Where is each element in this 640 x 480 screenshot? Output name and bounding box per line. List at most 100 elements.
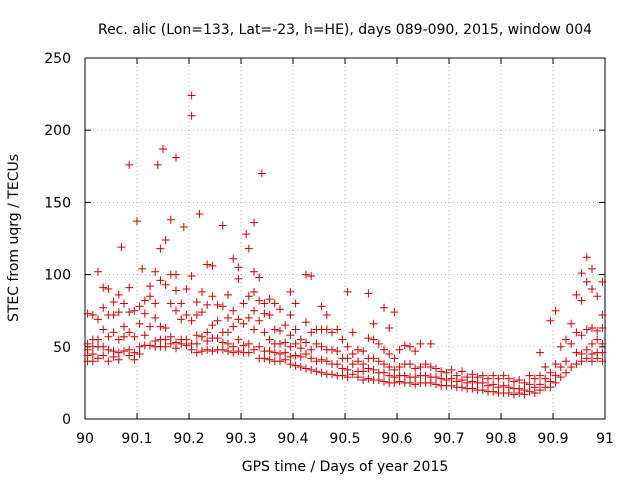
data-point xyxy=(286,331,295,340)
data-point xyxy=(260,309,269,318)
data-point xyxy=(179,222,188,231)
data-point xyxy=(172,153,180,162)
data-point xyxy=(572,360,581,369)
data-point xyxy=(104,332,113,341)
data-point xyxy=(250,287,258,296)
data-point xyxy=(582,354,591,363)
data-point xyxy=(302,338,310,347)
data-points xyxy=(83,91,607,399)
data-point xyxy=(598,311,607,320)
data-point xyxy=(416,363,425,372)
data-point xyxy=(322,357,331,366)
data-point xyxy=(302,270,310,279)
data-point xyxy=(166,332,175,341)
data-point xyxy=(338,371,347,380)
data-point xyxy=(192,298,201,307)
data-point xyxy=(260,328,269,337)
data-point xyxy=(281,321,290,330)
data-point xyxy=(156,322,165,331)
data-point xyxy=(104,357,113,366)
data-point xyxy=(286,360,295,369)
data-point xyxy=(343,287,352,296)
data-point xyxy=(161,280,170,289)
data-point xyxy=(380,377,388,386)
data-point xyxy=(489,387,498,396)
data-point xyxy=(359,367,368,376)
data-point xyxy=(265,295,274,304)
data-point xyxy=(242,230,251,239)
data-point xyxy=(447,374,456,383)
data-point xyxy=(224,313,232,322)
data-point xyxy=(177,315,186,324)
data-point xyxy=(250,306,258,315)
data-point xyxy=(187,91,196,100)
y-tick-label: 100 xyxy=(44,268,71,284)
data-point xyxy=(88,357,97,366)
data-point xyxy=(510,377,518,386)
data-point xyxy=(255,273,264,282)
data-point xyxy=(343,365,352,374)
data-point xyxy=(192,311,201,320)
data-point xyxy=(135,302,144,311)
data-point xyxy=(369,319,378,328)
data-point xyxy=(598,348,607,357)
data-point xyxy=(520,378,529,387)
data-point xyxy=(198,308,206,317)
data-point xyxy=(125,160,134,169)
data-point xyxy=(265,355,274,364)
data-point xyxy=(598,357,607,366)
data-point xyxy=(88,311,97,320)
data-point xyxy=(265,335,274,344)
data-point xyxy=(348,328,357,337)
data-point xyxy=(504,374,513,383)
data-point xyxy=(156,244,165,253)
data-point xyxy=(229,306,238,315)
data-point xyxy=(146,292,154,301)
data-point xyxy=(281,348,290,357)
data-point xyxy=(140,331,149,340)
data-point xyxy=(390,354,399,363)
data-point xyxy=(135,350,144,359)
data-point xyxy=(270,348,279,357)
data-point xyxy=(166,299,175,308)
data-point xyxy=(265,347,274,356)
data-point xyxy=(244,244,253,253)
data-point xyxy=(203,300,212,309)
data-point xyxy=(218,345,227,354)
x-tick-label: 90.6 xyxy=(381,431,412,447)
data-point xyxy=(125,308,134,317)
data-point xyxy=(244,339,253,348)
data-point xyxy=(94,354,102,363)
x-tick-label: 90.3 xyxy=(225,431,256,447)
data-point xyxy=(99,303,108,312)
data-point xyxy=(598,277,607,286)
data-point xyxy=(478,378,487,387)
data-point xyxy=(94,267,102,276)
data-point xyxy=(328,328,336,337)
data-point xyxy=(151,267,160,276)
data-point xyxy=(541,363,550,372)
data-point xyxy=(343,373,352,382)
data-point xyxy=(291,325,300,334)
data-point xyxy=(234,274,243,283)
data-point xyxy=(380,360,388,369)
data-point xyxy=(588,264,596,273)
data-point xyxy=(478,371,487,380)
x-axis-label: GPS time / Days of year 2015 xyxy=(242,459,449,475)
data-point xyxy=(322,325,331,334)
data-point xyxy=(551,306,560,315)
data-point xyxy=(302,318,310,327)
data-point xyxy=(239,341,248,350)
data-point xyxy=(489,380,498,389)
y-tick-label: 250 xyxy=(44,51,71,67)
data-point xyxy=(276,350,284,359)
data-point xyxy=(140,309,149,318)
data-point xyxy=(203,337,212,346)
data-point xyxy=(192,348,201,357)
data-point xyxy=(281,338,290,347)
data-point xyxy=(265,311,274,320)
data-point xyxy=(161,342,170,351)
data-point xyxy=(359,347,368,356)
x-tick-label: 90.5 xyxy=(329,431,360,447)
data-point xyxy=(520,390,529,399)
